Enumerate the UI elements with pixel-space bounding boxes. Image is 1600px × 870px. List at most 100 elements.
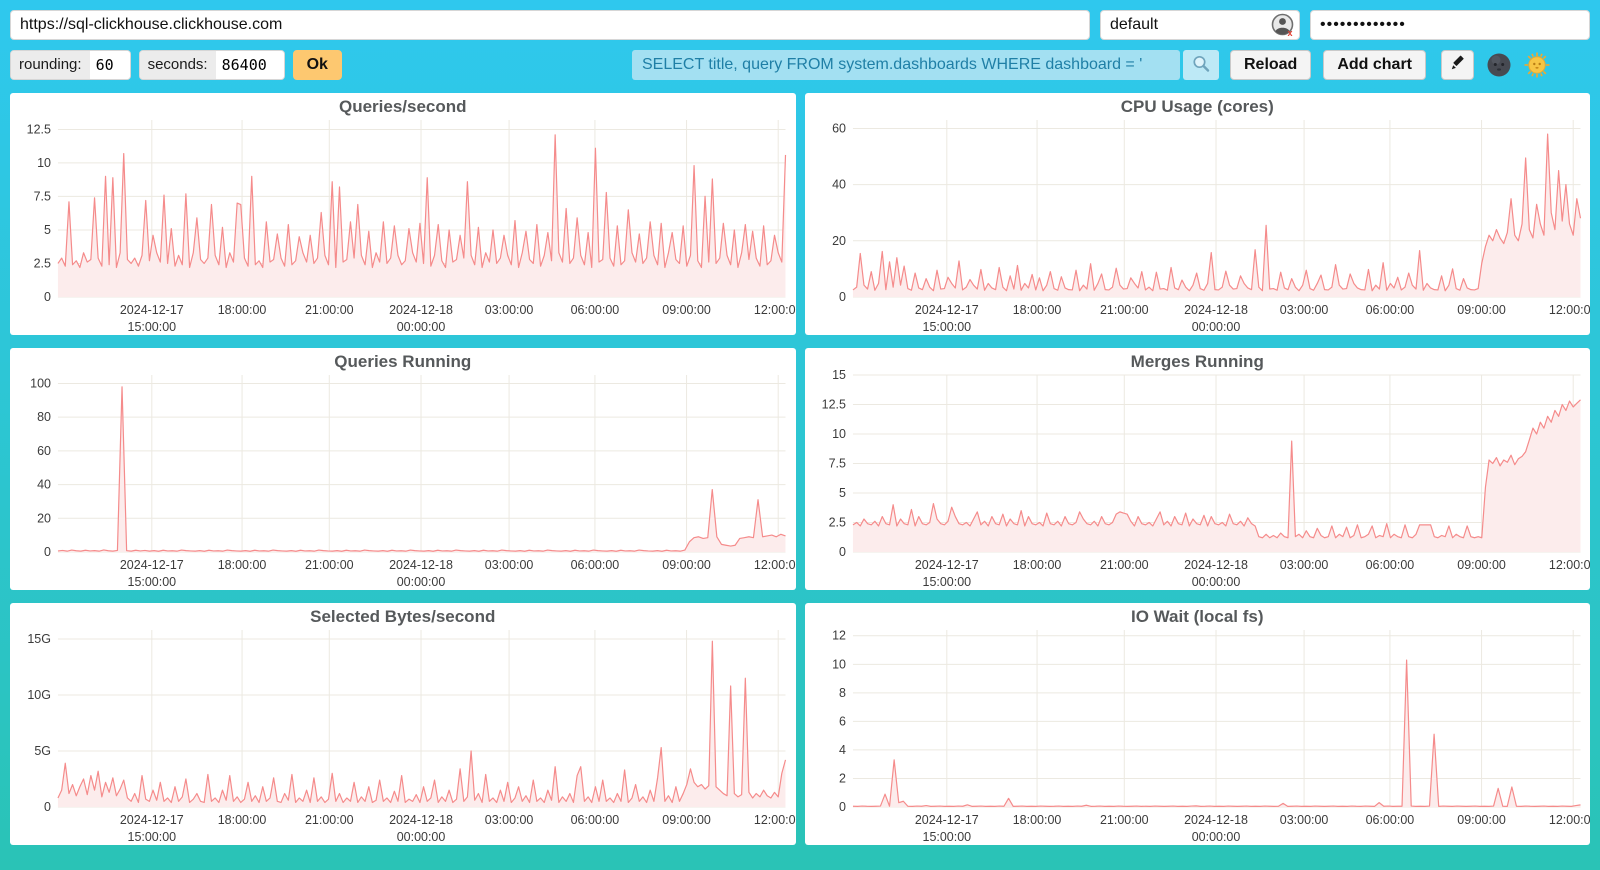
toolbar: rounding: seconds: Ok Reload Add chart	[10, 49, 1590, 81]
svg-text:0: 0	[44, 800, 51, 814]
chart-cpu-usage: CPU Usage (cores) 2024-12-17 15:00:00 18:0…	[804, 93, 1591, 335]
svg-text:100: 100	[30, 376, 51, 390]
svg-text:00:00:00: 00:00:00	[1191, 575, 1240, 589]
svg-text:2.5: 2.5	[34, 256, 51, 270]
svg-text:09:00:00: 09:00:00	[662, 558, 711, 572]
rounding-input[interactable]	[89, 51, 130, 79]
svg-text:06:00:00: 06:00:00	[1365, 303, 1414, 317]
light-theme-toggle[interactable]	[1524, 52, 1550, 78]
ok-button[interactable]: Ok	[292, 50, 342, 80]
svg-text:18:00:00: 18:00:00	[1012, 303, 1061, 317]
svg-text:15:00:00: 15:00:00	[922, 830, 971, 844]
svg-text:2024-12-18: 2024-12-18	[389, 558, 453, 572]
chart-plot-area[interactable]: 2024-12-17 15:00:00 18:00:00 21:00:00 2024-1…	[10, 348, 796, 590]
svg-text:03:00:00: 03:00:00	[485, 558, 534, 572]
svg-text:15: 15	[832, 368, 846, 382]
svg-text:7.5: 7.5	[828, 457, 845, 471]
svg-text:21:00:00: 21:00:00	[1099, 303, 1148, 317]
svg-text:21:00:00: 21:00:00	[1099, 558, 1148, 572]
svg-text:20: 20	[37, 511, 51, 525]
svg-text:00:00:00: 00:00:00	[397, 575, 446, 589]
svg-text:x: x	[1288, 28, 1293, 37]
chart-io-wait: IO Wait (local fs) 2024-12-17 15:00:00 18:…	[804, 603, 1591, 845]
svg-text:7.5: 7.5	[34, 189, 51, 203]
dark-theme-toggle[interactable]	[1486, 52, 1512, 78]
svg-text:18:00:00: 18:00:00	[218, 813, 267, 827]
svg-text:2024-12-18: 2024-12-18	[1184, 813, 1248, 827]
chart-queries-per-second: Queries/second 2024-12-17 15:00:00 18:00:0…	[10, 93, 796, 335]
svg-text:10: 10	[37, 156, 51, 170]
svg-text:0: 0	[839, 800, 846, 814]
svg-text:5G: 5G	[34, 744, 51, 758]
svg-text:03:00:00: 03:00:00	[1279, 558, 1328, 572]
svg-text:2024-12-17: 2024-12-17	[120, 558, 184, 572]
dashboard-grid: Queries/second 2024-12-17 15:00:00 18:00:0…	[10, 93, 1590, 845]
chart-merges-running: Merges Running 2024-12-17 15:00:00 18:00:0…	[804, 348, 1591, 590]
svg-text:21:00:00: 21:00:00	[305, 558, 354, 572]
svg-text:12.5: 12.5	[821, 398, 845, 412]
chart-plot-area[interactable]: 2024-12-17 15:00:00 18:00:00 21:00:00 2024-1…	[805, 348, 1591, 590]
svg-text:06:00:00: 06:00:00	[571, 558, 620, 572]
svg-text:15G: 15G	[27, 632, 51, 646]
svg-text:4: 4	[839, 743, 846, 757]
svg-text:00:00:00: 00:00:00	[397, 320, 446, 334]
svg-text:18:00:00: 18:00:00	[1012, 558, 1061, 572]
server-url-input[interactable]	[10, 10, 1090, 40]
connection-bar: x	[10, 10, 1590, 40]
chart-plot-area[interactable]: 2024-12-17 15:00:00 18:00:00 21:00:00 2024-1…	[10, 93, 796, 335]
svg-text:2024-12-17: 2024-12-17	[914, 303, 978, 317]
add-chart-button[interactable]: Add chart	[1323, 50, 1426, 80]
svg-text:0: 0	[839, 545, 846, 559]
pencil-icon	[1449, 54, 1467, 77]
svg-text:5: 5	[44, 223, 51, 237]
svg-text:15:00:00: 15:00:00	[128, 830, 177, 844]
chart-plot-area[interactable]: 2024-12-17 15:00:00 18:00:00 21:00:00 2024-1…	[805, 603, 1591, 845]
svg-text:21:00:00: 21:00:00	[1099, 813, 1148, 827]
svg-text:20: 20	[832, 234, 846, 248]
svg-text:12:00:00: 12:00:00	[754, 813, 796, 827]
svg-text:2024-12-17: 2024-12-17	[914, 558, 978, 572]
chart-plot-area[interactable]: 2024-12-17 15:00:00 18:00:00 21:00:00 2024-1…	[10, 603, 796, 845]
mass-query-input[interactable]	[631, 50, 1180, 80]
svg-text:15:00:00: 15:00:00	[922, 320, 971, 334]
search-icon	[1191, 54, 1211, 77]
svg-text:03:00:00: 03:00:00	[485, 303, 534, 317]
svg-text:06:00:00: 06:00:00	[571, 303, 620, 317]
run-query-button[interactable]	[1182, 50, 1219, 80]
svg-text:2024-12-18: 2024-12-18	[1184, 303, 1248, 317]
svg-text:10G: 10G	[27, 688, 51, 702]
seconds-field: seconds:	[138, 50, 285, 80]
svg-text:00:00:00: 00:00:00	[1191, 830, 1240, 844]
svg-text:09:00:00: 09:00:00	[1457, 303, 1506, 317]
user-input[interactable]	[1101, 13, 1271, 37]
svg-text:18:00:00: 18:00:00	[218, 558, 267, 572]
seconds-input[interactable]	[215, 51, 284, 79]
svg-text:03:00:00: 03:00:00	[485, 813, 534, 827]
svg-text:2024-12-17: 2024-12-17	[120, 813, 184, 827]
svg-text:12.5: 12.5	[27, 122, 51, 136]
svg-text:21:00:00: 21:00:00	[305, 303, 354, 317]
svg-text:6: 6	[839, 714, 846, 728]
sun-face-icon	[1524, 52, 1550, 81]
rounding-label: rounding:	[11, 51, 90, 79]
svg-text:18:00:00: 18:00:00	[218, 303, 267, 317]
svg-text:8: 8	[839, 686, 846, 700]
rounding-field: rounding:	[10, 50, 131, 80]
password-input[interactable]	[1310, 10, 1590, 40]
svg-text:09:00:00: 09:00:00	[662, 813, 711, 827]
svg-text:15:00:00: 15:00:00	[922, 575, 971, 589]
chart-queries-running: Queries Running 2024-12-17 15:00:00 18:00:…	[10, 348, 796, 590]
svg-text:03:00:00: 03:00:00	[1279, 813, 1328, 827]
svg-text:40: 40	[832, 178, 846, 192]
svg-text:09:00:00: 09:00:00	[1457, 558, 1506, 572]
chart-plot-area[interactable]: 2024-12-17 15:00:00 18:00:00 21:00:00 2024-1…	[805, 93, 1591, 335]
svg-text:09:00:00: 09:00:00	[662, 303, 711, 317]
svg-text:18:00:00: 18:00:00	[1012, 813, 1061, 827]
svg-text:2: 2	[839, 771, 846, 785]
svg-text:06:00:00: 06:00:00	[1365, 813, 1414, 827]
reload-button[interactable]: Reload	[1229, 50, 1312, 80]
svg-text:06:00:00: 06:00:00	[571, 813, 620, 827]
svg-text:03:00:00: 03:00:00	[1279, 303, 1328, 317]
svg-text:2.5: 2.5	[828, 515, 845, 529]
edit-button[interactable]	[1441, 50, 1474, 80]
